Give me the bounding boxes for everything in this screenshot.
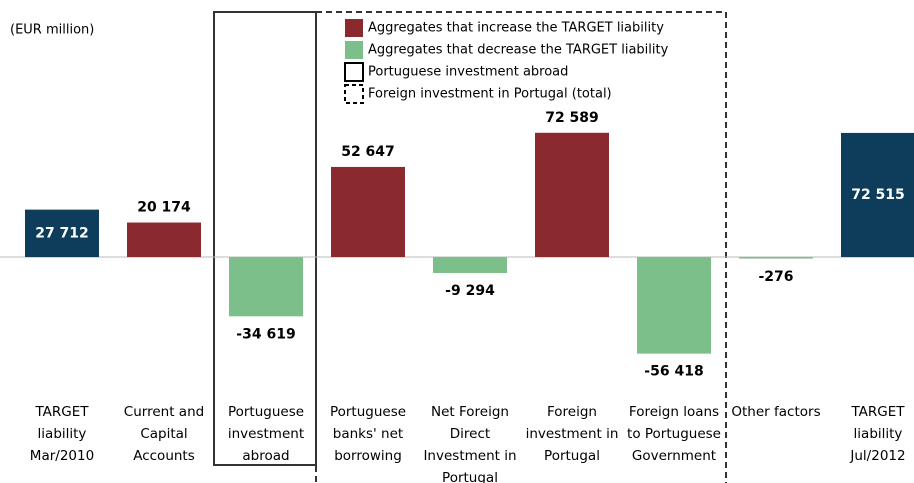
legend-swatch — [345, 41, 363, 59]
bar — [739, 257, 813, 259]
value-label: -56 418 — [644, 364, 703, 380]
bar — [331, 166, 405, 258]
bar — [535, 132, 609, 258]
group-box-solid — [213, 11, 317, 466]
value-label: 52 647 — [341, 144, 395, 160]
legend-label: Foreign investment in Portugal (total) — [368, 87, 612, 102]
x-tick-label: TARGET liability Mar/2010 — [29, 404, 95, 464]
bar — [841, 132, 914, 258]
bar — [127, 222, 201, 258]
bar — [433, 257, 507, 273]
value-label: -9 294 — [445, 283, 495, 299]
legend-label: Portuguese investment abroad — [368, 65, 568, 80]
legend-swatch — [344, 84, 364, 104]
legend-swatch — [344, 62, 364, 82]
x-tick-label: Net Foreign Direct Investment in Portuga… — [423, 404, 517, 483]
x-tick-label: Portuguese banks' net borrowing — [329, 404, 407, 464]
x-tick-label: Foreign loans to Portuguese Government — [627, 404, 721, 464]
unit-label: (EUR million) — [10, 23, 94, 38]
x-tick-label: Current and Capital Accounts — [123, 404, 205, 464]
value-label: -34 619 — [236, 326, 295, 342]
legend-swatch — [345, 19, 363, 37]
value-label: 72 515 — [851, 187, 905, 203]
value-label: 27 712 — [35, 225, 89, 241]
value-label: 72 589 — [545, 110, 599, 126]
x-tick-label: Foreign investment in Portugal — [525, 404, 619, 464]
x-tick-label: Other factors — [731, 404, 821, 420]
bar — [229, 257, 303, 317]
x-tick-label: Portuguese investment abroad — [227, 404, 305, 464]
group-box-dashed — [315, 11, 727, 483]
value-label: -276 — [758, 269, 793, 285]
value-label: 20 174 — [137, 200, 191, 216]
legend-label: Aggregates that increase the TARGET liab… — [368, 21, 664, 36]
legend-label: Aggregates that decrease the TARGET liab… — [368, 43, 669, 58]
bar — [25, 209, 99, 258]
x-tick-label: TARGET liability Jul/2012 — [850, 404, 906, 464]
bar — [637, 257, 711, 354]
